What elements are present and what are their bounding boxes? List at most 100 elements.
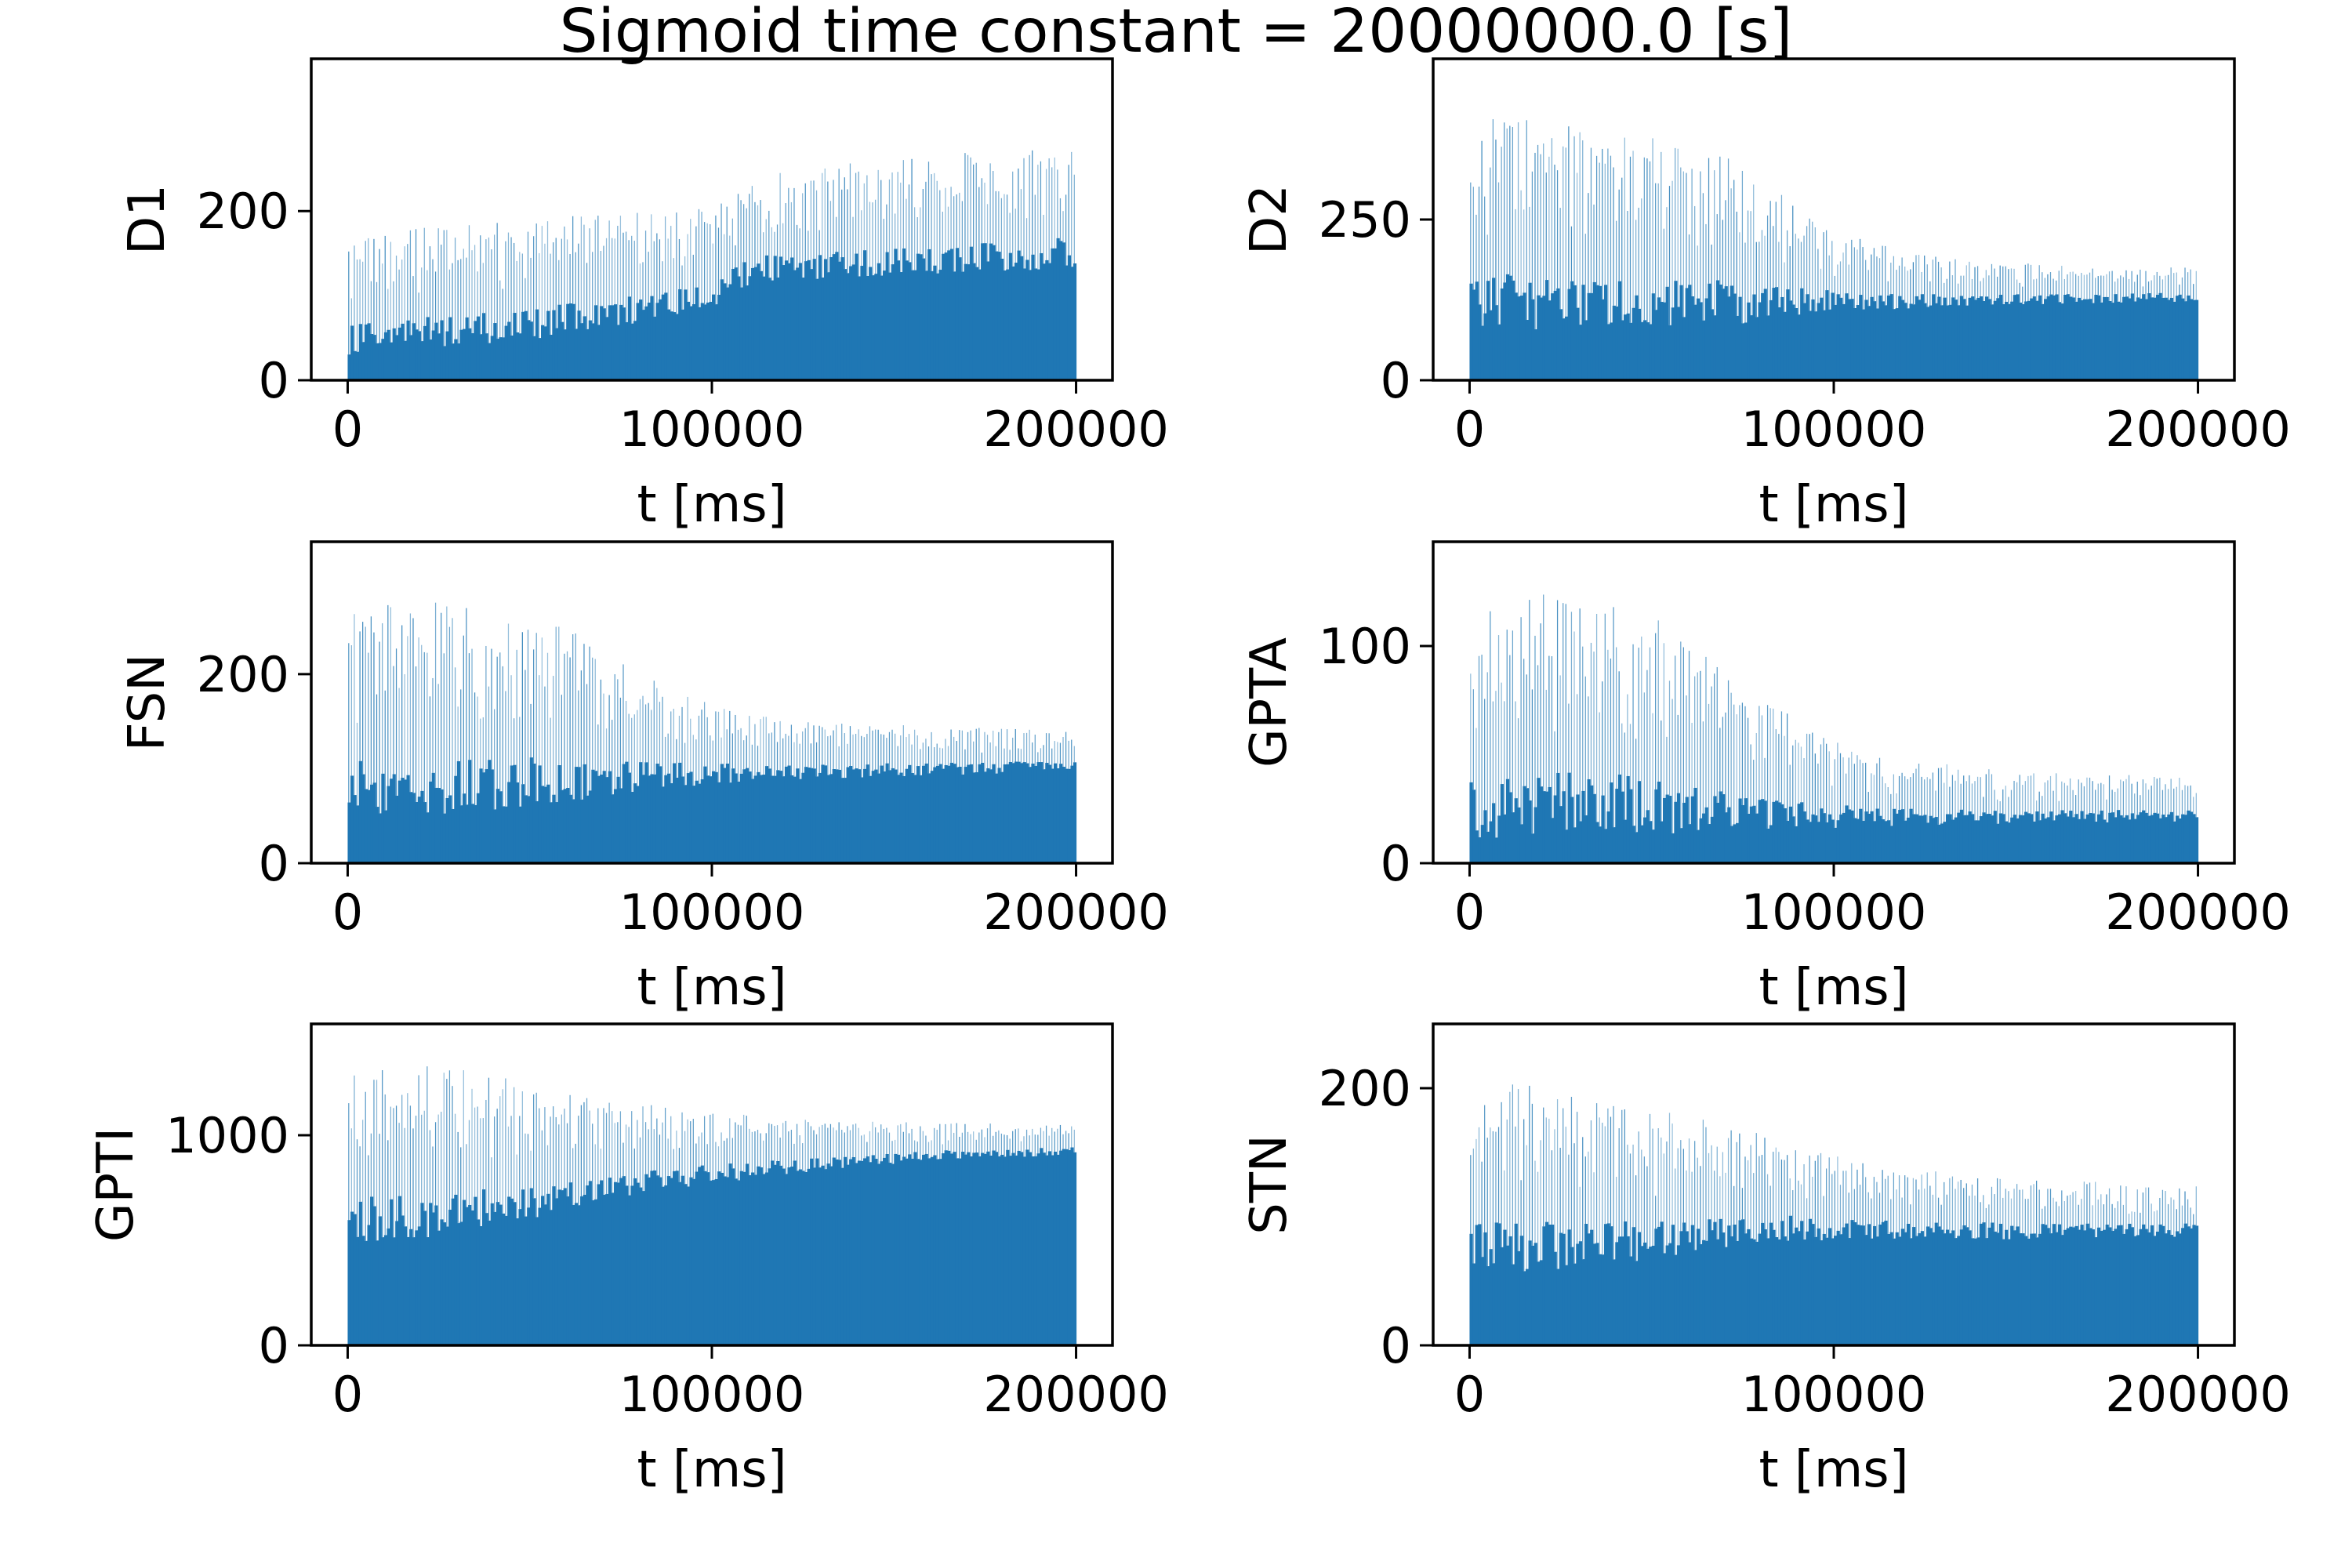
histogram-bar	[2142, 294, 2146, 380]
histogram-bar	[768, 278, 771, 380]
histogram-spike	[359, 1146, 361, 1202]
histogram-spike	[1806, 1198, 1808, 1232]
histogram-bar	[1766, 315, 1770, 380]
histogram-bar	[1542, 296, 1546, 380]
histogram-spike	[911, 1128, 913, 1159]
histogram-spike	[575, 1143, 576, 1203]
histogram-bar	[720, 1172, 724, 1345]
histogram-bar	[1592, 793, 1596, 863]
histogram-bar	[986, 261, 990, 380]
histogram-bar	[1548, 1225, 1552, 1345]
histogram-spike	[986, 1128, 989, 1152]
histogram-spike	[1029, 1135, 1030, 1152]
histogram-bar	[442, 1222, 447, 1345]
histogram-spike	[973, 164, 975, 263]
histogram-bar	[568, 303, 572, 380]
histogram-spike	[1825, 743, 1828, 822]
histogram-spike	[499, 652, 501, 792]
histogram-spike	[1691, 1171, 1693, 1225]
histogram-bar	[1051, 248, 1054, 380]
histogram-bar	[1794, 1227, 1798, 1345]
histogram-bar	[1808, 822, 1813, 863]
histogram-spike	[1523, 1119, 1525, 1272]
histogram-bar	[734, 773, 738, 863]
histogram-bar	[706, 302, 710, 380]
histogram-spike	[998, 731, 1000, 768]
histogram-spike	[651, 1105, 652, 1171]
y-axis-label: STN	[1240, 1134, 1298, 1235]
histogram-bar	[782, 776, 786, 863]
histogram-bar	[2108, 812, 2112, 863]
histogram-bar	[462, 793, 466, 863]
histogram-spike	[911, 158, 913, 270]
histogram-spike	[779, 1137, 781, 1166]
histogram-spike	[1985, 1207, 1987, 1239]
histogram-bar	[2155, 813, 2160, 863]
histogram-spike	[959, 1137, 960, 1159]
histogram-spike	[706, 223, 708, 303]
histogram-spike	[1520, 1180, 1522, 1236]
histogram-spike	[1506, 1119, 1508, 1246]
histogram-bar	[456, 1223, 460, 1345]
histogram-spike	[1839, 1185, 1842, 1235]
histogram-spike	[695, 226, 697, 288]
histogram-spike	[1918, 255, 1920, 300]
histogram-bar	[353, 795, 357, 863]
histogram-spike	[1531, 171, 1534, 299]
histogram-spike	[1915, 1179, 1917, 1236]
histogram-bar	[2046, 817, 2050, 863]
histogram-bar	[2091, 303, 2095, 380]
histogram-bar	[2125, 1229, 2129, 1345]
histogram-bar	[1581, 790, 1585, 863]
histogram-bar	[1984, 296, 1989, 380]
histogram-spike	[2036, 278, 2038, 301]
histogram-spike	[2176, 272, 2177, 296]
histogram-bar	[745, 285, 750, 380]
histogram-bar	[1531, 299, 1535, 380]
histogram-spike	[558, 260, 560, 305]
histogram-spike	[496, 656, 498, 789]
histogram-spike	[1985, 774, 1987, 815]
histogram-spike	[480, 1118, 481, 1226]
histogram-bar	[2181, 298, 2185, 380]
histogram-spike	[731, 733, 733, 769]
histogram-bar	[1724, 812, 1728, 863]
histogram-bar	[513, 1202, 517, 1345]
histogram-bar	[364, 1240, 368, 1345]
histogram-bar	[1929, 815, 1933, 863]
histogram-spike	[505, 1078, 506, 1216]
histogram-spike	[1988, 1204, 1990, 1228]
histogram-bar	[961, 1152, 965, 1345]
histogram-bar	[835, 252, 839, 380]
histogram-spike	[1635, 1175, 1637, 1261]
y-tick-label: 0	[1381, 1317, 1411, 1374]
histogram-bar	[1898, 810, 1902, 863]
histogram-spike	[1910, 1204, 1911, 1239]
histogram-spike	[1991, 263, 1993, 305]
histogram-spike	[2167, 274, 2169, 300]
histogram-spike	[1817, 249, 1819, 303]
histogram-spike	[1708, 158, 1710, 284]
histogram-spike	[653, 681, 655, 775]
histogram-bar	[2041, 1224, 2045, 1345]
histogram-spike	[569, 253, 571, 303]
histogram-bar	[860, 1160, 864, 1345]
histogram-bar	[1730, 826, 1733, 863]
histogram-bar	[757, 771, 760, 863]
histogram-bar	[1603, 285, 1608, 380]
histogram-bar	[390, 779, 394, 863]
histogram-spike	[1537, 665, 1539, 779]
histogram-bar	[1637, 308, 1642, 380]
histogram-bar	[2096, 1227, 2101, 1345]
histogram-bar	[728, 782, 732, 863]
histogram-bar	[1578, 1241, 1582, 1345]
histogram-spike	[863, 183, 865, 251]
histogram-spike	[1926, 777, 1928, 823]
histogram-spike	[521, 253, 523, 312]
histogram-spike	[1800, 746, 1802, 803]
histogram-bar	[823, 765, 828, 863]
histogram-bar	[350, 775, 354, 863]
histogram-bar	[481, 1189, 486, 1345]
histogram-spike	[485, 239, 487, 334]
